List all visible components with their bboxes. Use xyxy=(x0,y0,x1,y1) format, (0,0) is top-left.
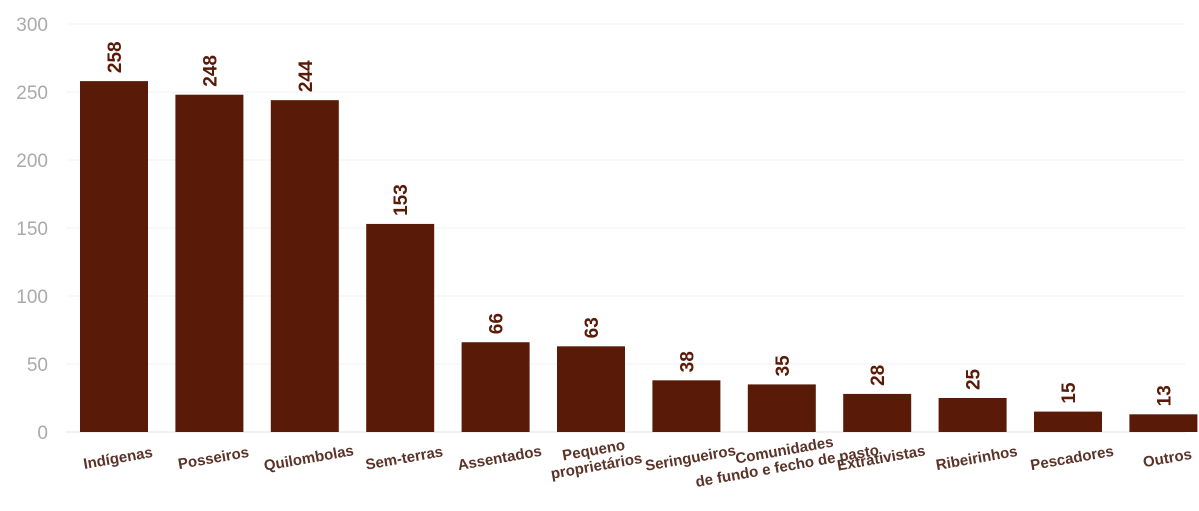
x-tick-label: Indígenas xyxy=(82,444,154,473)
value-label: 153 xyxy=(391,184,412,216)
bar xyxy=(747,384,816,432)
value-label: 28 xyxy=(868,365,889,386)
bar xyxy=(461,342,530,432)
x-tick-label-line: Sem-terras xyxy=(364,443,444,473)
x-axis-labels: Indígenas Posseiros Quilombolas Sem-terras A… xyxy=(82,434,1193,491)
value-label: 25 xyxy=(964,368,985,390)
value-label: 38 xyxy=(677,351,698,372)
value-label: 63 xyxy=(582,317,603,338)
gridlines xyxy=(66,23,1185,433)
x-tick-label-line: Assentados xyxy=(456,443,543,475)
y-tick-label: 250 xyxy=(16,83,48,104)
x-tick-label: Assentados xyxy=(456,443,543,475)
y-tick-label: 100 xyxy=(16,287,48,308)
x-tick-label-line: Ribeirinhos xyxy=(935,443,1019,474)
bar xyxy=(366,223,435,432)
x-tick-label: Quilombolas xyxy=(263,442,355,475)
y-tick-label: 150 xyxy=(16,219,48,240)
bar xyxy=(80,81,148,433)
y-tick-label: 300 xyxy=(16,15,48,36)
x-tick-label: Outros xyxy=(1142,446,1193,471)
value-label: 258 xyxy=(105,41,126,73)
x-tick-label-line: Pescadores xyxy=(1029,443,1115,474)
y-tick-label: 0 xyxy=(37,423,48,444)
bar xyxy=(1129,414,1198,432)
bar xyxy=(938,398,1007,432)
bar xyxy=(270,100,339,432)
y-axis-ticks: 0 50 100 150 200 250 300 xyxy=(16,15,48,444)
bar xyxy=(1034,411,1102,432)
value-label: 248 xyxy=(200,55,221,87)
value-label: 244 xyxy=(296,60,317,92)
bar xyxy=(557,346,625,432)
x-tick-label-line: Posseiros xyxy=(177,444,251,473)
x-tick-label-line: Indígenas xyxy=(82,444,154,473)
value-label: 66 xyxy=(487,313,508,334)
x-tick-label-line: Outros xyxy=(1142,446,1193,471)
value-label: 35 xyxy=(773,355,794,377)
bar xyxy=(175,94,244,432)
value-label: 13 xyxy=(1154,385,1175,406)
x-tick-label-line: Quilombolas xyxy=(263,442,355,475)
x-tick-label: Sem-terras xyxy=(364,443,444,473)
x-tick-label: Posseiros xyxy=(177,444,251,473)
bar xyxy=(843,393,912,432)
bar xyxy=(652,380,721,432)
x-tick-label: Pescadores xyxy=(1029,443,1115,474)
bars xyxy=(80,81,1198,433)
value-label: 15 xyxy=(1059,382,1080,404)
value-labels: 258 248 244 153 66 63 38 35 28 25 15 13 xyxy=(105,41,1175,406)
y-tick-label: 50 xyxy=(27,355,48,376)
y-tick-label: 200 xyxy=(16,151,48,172)
x-tick-label: Ribeirinhos xyxy=(935,443,1019,474)
